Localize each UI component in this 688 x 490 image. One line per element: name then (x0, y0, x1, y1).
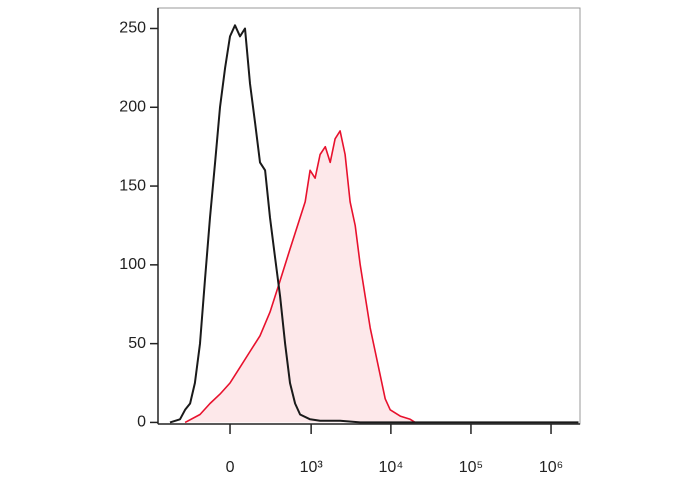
y-tick-label: 0 (137, 414, 146, 431)
x-tick-label: 0 (226, 459, 235, 476)
y-tick-label: 50 (128, 335, 146, 352)
histogram-line (169, 24, 579, 424)
y-tick-label: 250 (119, 20, 146, 37)
histogram-line (184, 130, 416, 424)
y-tick-label: 150 (119, 177, 146, 194)
y-tick-label: 200 (119, 98, 146, 115)
x-tick-label: 10³ (300, 459, 324, 476)
x-tick-label: 10⁶ (539, 459, 563, 476)
histogram-fill (185, 130, 416, 423)
x-tick-label: 10⁵ (459, 459, 483, 476)
x-tick-label: 10⁴ (379, 459, 404, 476)
y-tick-label: 100 (119, 256, 146, 273)
